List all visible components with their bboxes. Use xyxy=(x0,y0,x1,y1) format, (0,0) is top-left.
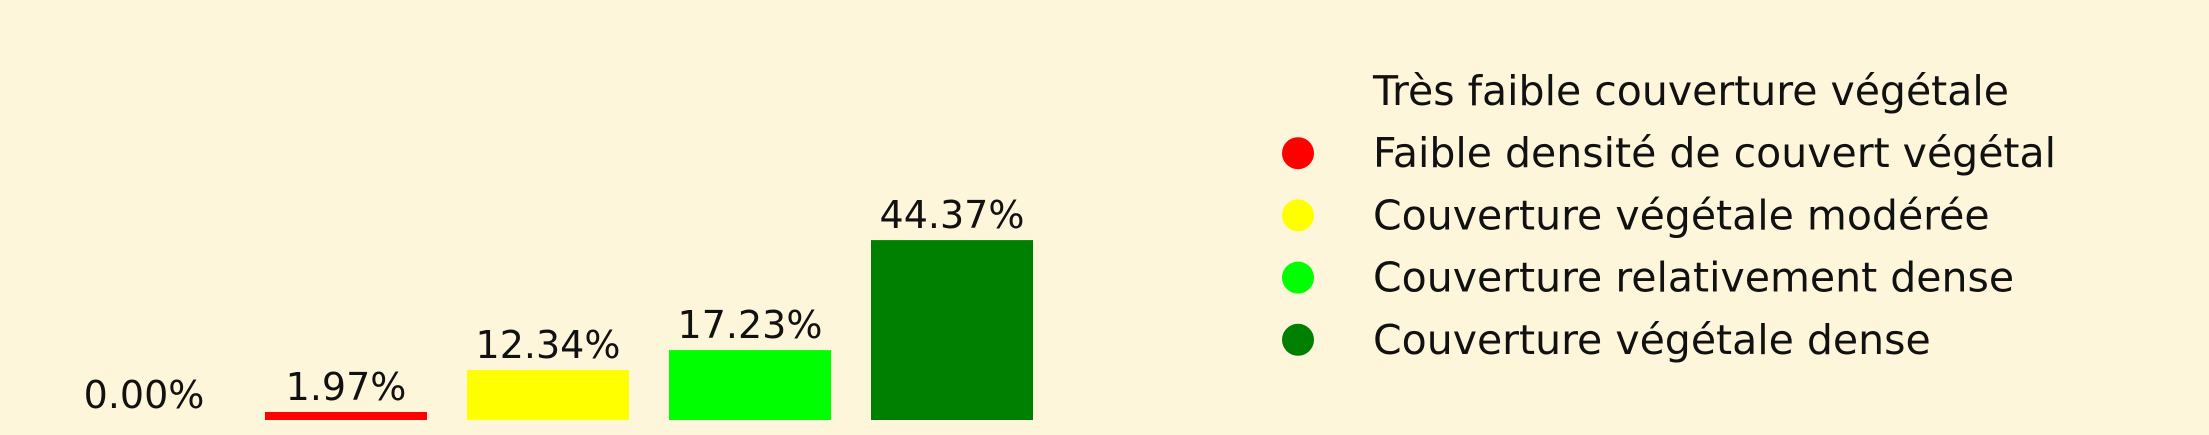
legend-marker-1 xyxy=(1282,75,1314,107)
legend-label-1: Très faible couverture végétale xyxy=(1372,67,2009,115)
legend-label-5: Couverture végétale dense xyxy=(1373,316,1931,364)
legend-marker-4 xyxy=(1282,261,1314,294)
bar-value-label-2: 1.97% xyxy=(286,365,407,409)
bars-group xyxy=(265,240,1033,420)
bar-5 xyxy=(871,240,1033,420)
bar-value-label-3: 12.34% xyxy=(476,323,621,367)
legend-marker-2 xyxy=(1282,137,1314,170)
bar-value-labels: 0.00% 1.97% 12.34% 17.23% 44.37% xyxy=(84,193,1025,417)
legend-label-2: Faible densité de couvert végétal xyxy=(1373,129,2056,177)
bar-value-label-1: 0.00% xyxy=(84,373,205,417)
bar-value-label-4: 17.23% xyxy=(678,303,823,347)
bar-4 xyxy=(669,350,831,420)
bar-2 xyxy=(265,412,427,420)
legend-label-3: Couverture végétale modérée xyxy=(1373,191,1990,239)
legend-marker-3 xyxy=(1282,199,1314,232)
legend: Très faible couverture végétale Faible de… xyxy=(1282,67,2056,364)
bar-value-label-5: 44.37% xyxy=(880,193,1025,237)
legend-label-4: Couverture relativement dense xyxy=(1373,254,2014,302)
bar-3 xyxy=(467,370,629,420)
legend-marker-5 xyxy=(1282,323,1314,356)
